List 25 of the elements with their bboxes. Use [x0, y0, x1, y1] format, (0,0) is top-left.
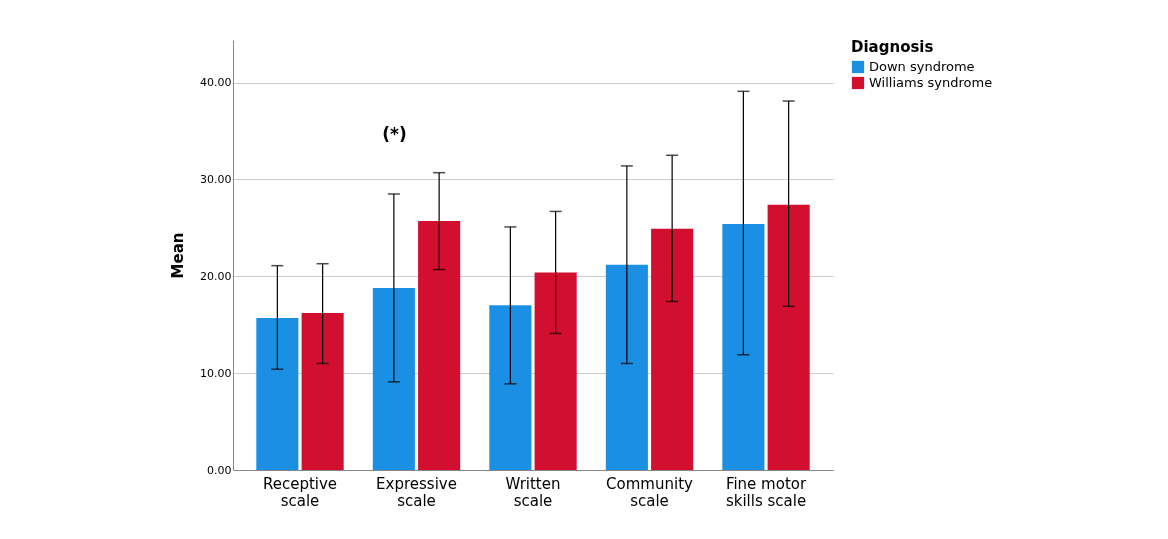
y-tick-label: 0.00 [207, 463, 232, 477]
x-tick-label: Written scale [505, 474, 561, 510]
y-tick-label: 20.00 [200, 269, 232, 283]
bar [301, 313, 344, 470]
bar [372, 287, 415, 470]
y-tick-label: 40.00 [200, 76, 232, 90]
x-tick-label: Receptive scale [262, 474, 338, 510]
legend-label: Down syndrome [869, 59, 975, 74]
y-axis-title: Mean [169, 232, 188, 279]
annotation: (*) [382, 124, 407, 144]
legend-title: Diagnosis [851, 38, 934, 56]
bar [489, 305, 532, 470]
bar [767, 204, 810, 470]
bar [418, 221, 461, 470]
y-tick-label: 10.00 [200, 366, 232, 380]
bar [722, 224, 765, 470]
x-tick-label: Fine motor skills scale [725, 474, 807, 510]
x-tick-label: Community scale [606, 474, 694, 510]
bar [605, 264, 648, 470]
bar [534, 272, 577, 470]
bar [651, 228, 694, 470]
bar [256, 317, 299, 470]
x-tick-label: Expressive scale [376, 474, 457, 510]
y-tick-label: 30.00 [200, 172, 232, 186]
legend-label: Williams syndrome [869, 75, 993, 90]
